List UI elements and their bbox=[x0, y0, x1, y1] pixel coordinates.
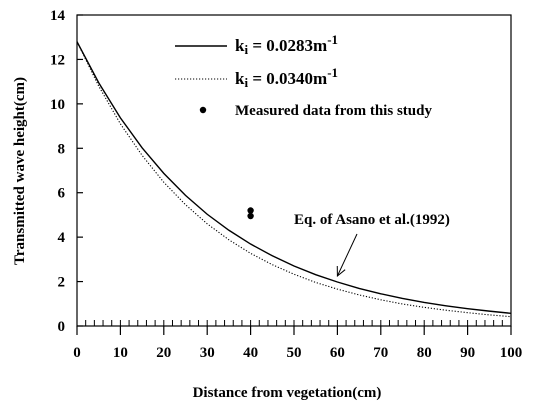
y-tick-label: 0 bbox=[58, 319, 66, 335]
y-tick-label: 8 bbox=[58, 141, 66, 157]
plot-frame bbox=[76, 14, 512, 327]
y-tick-label: 12 bbox=[50, 52, 65, 68]
series-layer bbox=[76, 41, 512, 318]
y-tick-label: 2 bbox=[58, 275, 66, 291]
y-axis-title: Transmitted wave height(cm) bbox=[12, 77, 28, 265]
annotation-arrow-shaft bbox=[336, 233, 358, 277]
measured-data-point bbox=[247, 207, 254, 214]
x-tick-label: 50 bbox=[287, 345, 302, 361]
x-axis-title: Distance from vegetation(cm) bbox=[193, 385, 382, 401]
y-tick-label: 14 bbox=[50, 8, 66, 24]
annotation: Eq. of Asano et al.(1992) bbox=[294, 212, 450, 278]
x-tick-label: 20 bbox=[156, 345, 171, 361]
axes: 0 2 4 6 8 10 12 14 0 10 20 30 40 50 60 70 80 90 100 bbox=[50, 8, 522, 361]
y-tick-label: 4 bbox=[58, 230, 66, 246]
legend: ki = 0.0283m-1 ki = 0.0340m-1 Measured dat… bbox=[175, 32, 432, 119]
legend-label-2: ki = 0.0340m-1 bbox=[235, 65, 338, 90]
x-tick-label: 80 bbox=[417, 345, 432, 361]
y-tick-label: 10 bbox=[50, 97, 65, 113]
measured-data-point bbox=[247, 212, 254, 220]
x-tick-label: 100 bbox=[500, 345, 523, 361]
legend-label-1: ki = 0.0283m-1 bbox=[235, 32, 338, 57]
y-tick-label: 6 bbox=[58, 186, 66, 202]
series-line-1 bbox=[76, 41, 512, 315]
x-tick-label: 30 bbox=[200, 345, 215, 361]
x-tick-label: 10 bbox=[113, 345, 128, 361]
x-tick-label: 70 bbox=[373, 345, 388, 361]
legend-marker bbox=[199, 106, 207, 114]
annotation-label: Eq. of Asano et al.(1992) bbox=[294, 212, 450, 228]
legend-label-measured: Measured data from this study bbox=[235, 103, 432, 119]
x-tick-label: 60 bbox=[330, 345, 345, 361]
annotation-arrow-head bbox=[336, 266, 346, 278]
x-tick-label: 0 bbox=[73, 345, 81, 361]
x-tick-label: 40 bbox=[243, 345, 258, 361]
x-tick-label: 90 bbox=[460, 345, 475, 361]
